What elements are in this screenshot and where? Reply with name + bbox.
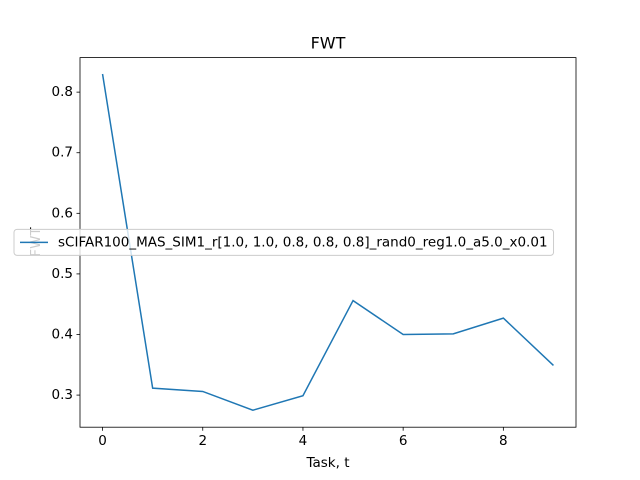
x-tick-label: 4 [299, 433, 308, 449]
y-tick-label: 0.7 [52, 145, 73, 161]
x-tick-label: 8 [499, 433, 508, 449]
y-tick-label: 0.5 [52, 266, 73, 282]
legend-label: sCIFAR100_MAS_SIM1_r[1.0, 1.0, 0.8, 0.8,… [58, 234, 548, 250]
x-tick-label: 6 [399, 433, 408, 449]
line-series [101, 73, 554, 412]
x-tick-label: 0 [98, 433, 107, 449]
legend-box [13, 228, 555, 256]
x-tick-label: 2 [198, 433, 207, 449]
x-axis-label: Task, t [305, 455, 349, 471]
chart-title: FWT [311, 34, 346, 53]
y-tick-label: 0.4 [52, 326, 73, 342]
y-tick-label: 0.3 [52, 387, 73, 403]
y-tick-label: 0.6 [52, 205, 73, 221]
legend: sCIFAR100_MAS_SIM1_r[1.0, 1.0, 0.8, 0.8,… [13, 228, 555, 256]
y-tick-label: 0.8 [52, 84, 73, 100]
